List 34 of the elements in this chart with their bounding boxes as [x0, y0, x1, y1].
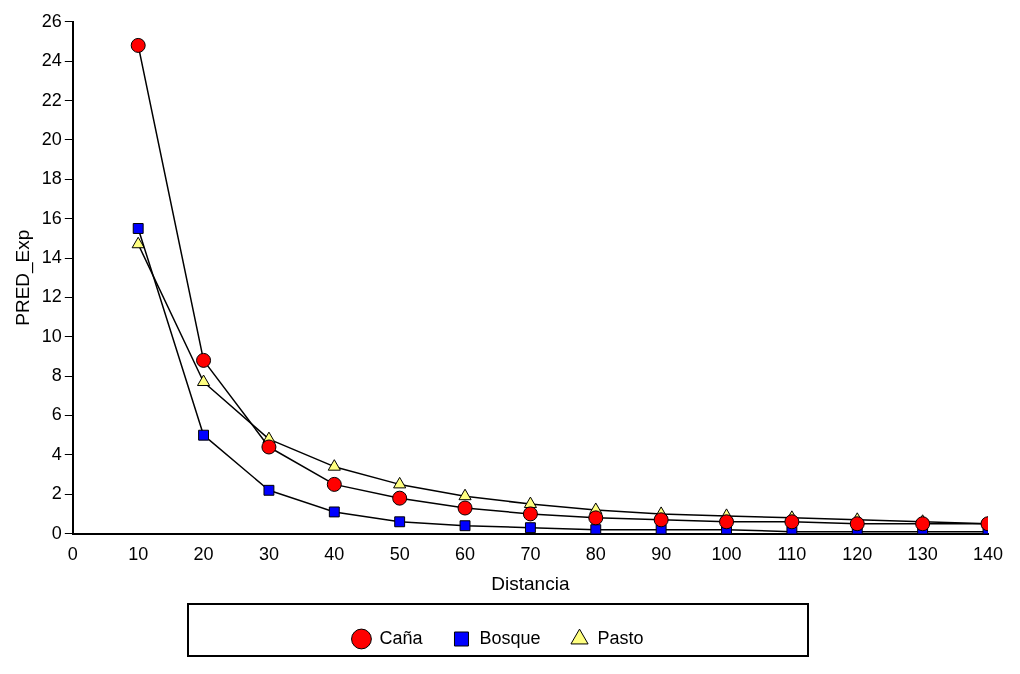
x-tick-label: 20 [193, 544, 214, 565]
x-tick-label: 130 [907, 544, 938, 565]
y-tick-label: 18 [41, 168, 62, 189]
x-tick-label: 100 [711, 544, 742, 565]
y-tick-label: 22 [41, 89, 62, 110]
x-tick-label: 60 [455, 544, 476, 565]
y-tick-label: 12 [41, 286, 62, 307]
y-tick-label: 6 [51, 404, 62, 425]
x-tick-label: 40 [324, 544, 345, 565]
y-tick-label: 8 [51, 365, 62, 386]
x-tick-label: 50 [389, 544, 410, 565]
x-tick-label: 90 [651, 544, 672, 565]
legend-label: Caña [379, 627, 424, 648]
x-tick-label: 140 [972, 544, 1004, 565]
x-tick-label: 30 [258, 544, 279, 565]
y-tick-label: 24 [41, 50, 62, 71]
x-axis-title: Distancia [491, 572, 570, 594]
y-tick-label: 16 [41, 207, 62, 228]
y-tick-label: 0 [51, 522, 62, 543]
y-tick-label: 10 [41, 325, 62, 346]
legend-label: Pasto [597, 627, 644, 648]
x-tick-label: 110 [777, 544, 807, 565]
y-tick-label: 14 [41, 246, 62, 267]
x-tick-label: 10 [128, 544, 149, 565]
y-axis-title: PRED_Exp [11, 229, 34, 326]
y-tick-label: 4 [51, 443, 62, 464]
legend-label: Bosque [479, 627, 541, 648]
x-tick-label: 120 [842, 544, 873, 565]
x-tick-label: 80 [585, 544, 606, 565]
y-tick-label: 20 [41, 128, 62, 149]
y-tick-label: 2 [51, 483, 62, 504]
x-tick-label: 0 [67, 544, 78, 565]
y-tick-label: 26 [41, 10, 62, 31]
x-tick-label: 70 [520, 544, 541, 565]
